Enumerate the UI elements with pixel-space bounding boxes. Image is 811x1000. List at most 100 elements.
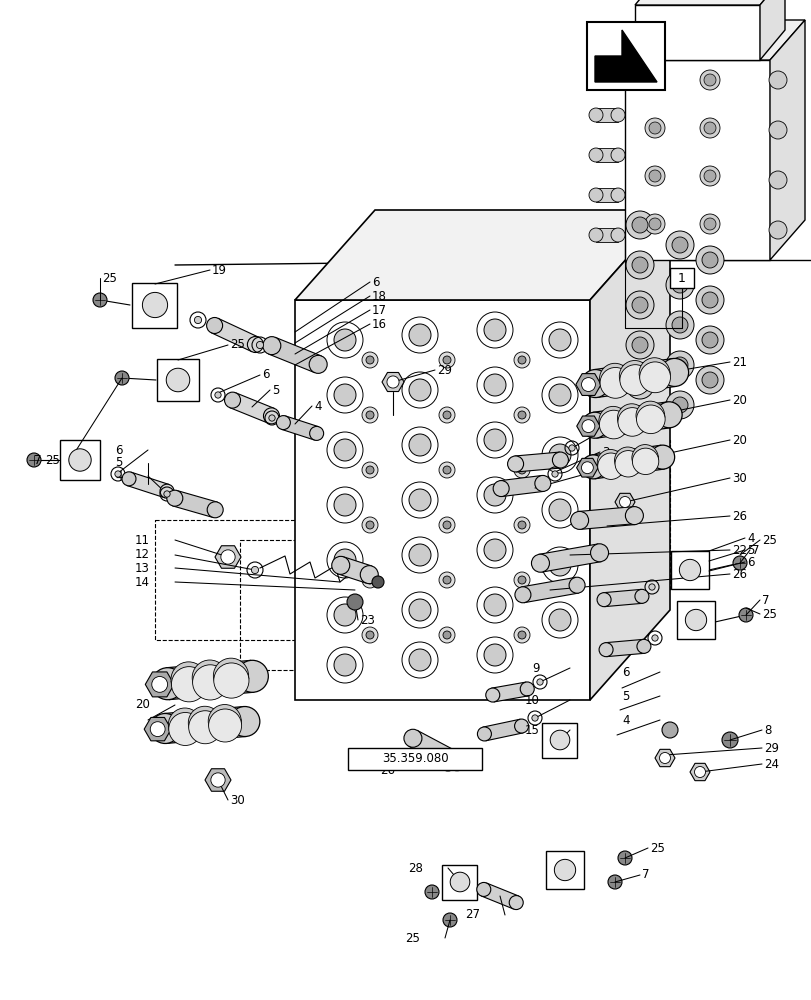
Circle shape <box>619 361 650 391</box>
Circle shape <box>332 556 350 574</box>
Text: 22: 22 <box>731 544 746 556</box>
Circle shape <box>732 556 746 570</box>
Polygon shape <box>294 300 590 700</box>
Circle shape <box>672 357 687 373</box>
Circle shape <box>207 502 223 518</box>
Circle shape <box>247 337 263 353</box>
Circle shape <box>171 667 206 702</box>
Circle shape <box>655 402 681 428</box>
Circle shape <box>631 445 658 471</box>
Circle shape <box>476 637 513 673</box>
Circle shape <box>632 448 658 475</box>
Polygon shape <box>230 393 274 423</box>
Text: 11: 11 <box>135 534 150 546</box>
Circle shape <box>333 329 355 351</box>
Circle shape <box>590 544 607 562</box>
Polygon shape <box>624 20 804 60</box>
Text: 20: 20 <box>731 393 746 406</box>
Circle shape <box>208 705 241 738</box>
Circle shape <box>444 759 451 767</box>
Circle shape <box>570 511 588 529</box>
Text: 7: 7 <box>751 544 758 556</box>
Circle shape <box>548 609 570 631</box>
Circle shape <box>517 466 526 474</box>
Circle shape <box>631 217 647 233</box>
Polygon shape <box>578 507 634 529</box>
Circle shape <box>551 471 557 477</box>
Polygon shape <box>638 371 670 379</box>
Polygon shape <box>381 372 404 392</box>
Circle shape <box>624 507 642 525</box>
Circle shape <box>541 322 577 358</box>
Circle shape <box>614 451 641 477</box>
Circle shape <box>424 885 439 899</box>
Polygon shape <box>635 413 664 421</box>
Polygon shape <box>634 5 759 60</box>
Circle shape <box>168 708 201 741</box>
Text: 6: 6 <box>115 444 122 456</box>
Circle shape <box>661 722 677 738</box>
Circle shape <box>588 68 603 82</box>
Circle shape <box>366 356 374 364</box>
Circle shape <box>401 372 437 408</box>
Circle shape <box>631 337 647 353</box>
Circle shape <box>362 517 378 533</box>
Text: 25: 25 <box>761 534 776 546</box>
Polygon shape <box>192 676 227 684</box>
Polygon shape <box>164 707 246 743</box>
Text: 30: 30 <box>230 794 244 806</box>
Text: 26: 26 <box>731 568 746 580</box>
Circle shape <box>371 576 384 588</box>
Circle shape <box>387 376 398 388</box>
Text: 29: 29 <box>763 742 778 754</box>
Circle shape <box>221 550 235 564</box>
Circle shape <box>648 122 660 134</box>
Circle shape <box>581 455 604 479</box>
Circle shape <box>366 466 374 474</box>
Circle shape <box>672 277 687 293</box>
Circle shape <box>596 449 623 476</box>
Text: 25: 25 <box>405 932 419 944</box>
Circle shape <box>513 462 530 478</box>
Polygon shape <box>483 719 522 741</box>
Circle shape <box>634 589 648 603</box>
Bar <box>157 359 199 401</box>
Text: 30: 30 <box>731 472 746 485</box>
Circle shape <box>695 286 723 314</box>
Text: 5: 5 <box>115 456 122 470</box>
Polygon shape <box>204 769 230 791</box>
Circle shape <box>169 712 201 745</box>
Text: 5: 5 <box>746 544 753 556</box>
Circle shape <box>644 118 664 138</box>
Circle shape <box>409 489 431 511</box>
Circle shape <box>513 517 530 533</box>
Text: 20: 20 <box>135 698 150 712</box>
Text: 23: 23 <box>359 613 375 626</box>
Circle shape <box>513 627 530 643</box>
Polygon shape <box>592 402 670 438</box>
Circle shape <box>625 211 653 239</box>
Polygon shape <box>614 493 634 511</box>
Circle shape <box>703 74 715 86</box>
Polygon shape <box>603 589 642 607</box>
Text: 7: 7 <box>34 454 42 466</box>
Polygon shape <box>624 60 769 260</box>
Circle shape <box>69 449 91 471</box>
Circle shape <box>309 355 327 373</box>
Polygon shape <box>595 188 617 202</box>
Bar <box>132 282 178 328</box>
Text: 6: 6 <box>746 556 753 568</box>
Circle shape <box>333 439 355 461</box>
Circle shape <box>684 609 706 631</box>
Text: 28: 28 <box>408 861 423 874</box>
Circle shape <box>401 592 437 628</box>
Circle shape <box>665 391 693 419</box>
Circle shape <box>651 635 658 641</box>
Circle shape <box>672 397 687 413</box>
Text: 6: 6 <box>622 666 629 678</box>
Circle shape <box>588 188 603 202</box>
Text: 16: 16 <box>371 318 387 330</box>
Circle shape <box>366 521 374 529</box>
Circle shape <box>263 408 279 424</box>
Circle shape <box>665 351 693 379</box>
